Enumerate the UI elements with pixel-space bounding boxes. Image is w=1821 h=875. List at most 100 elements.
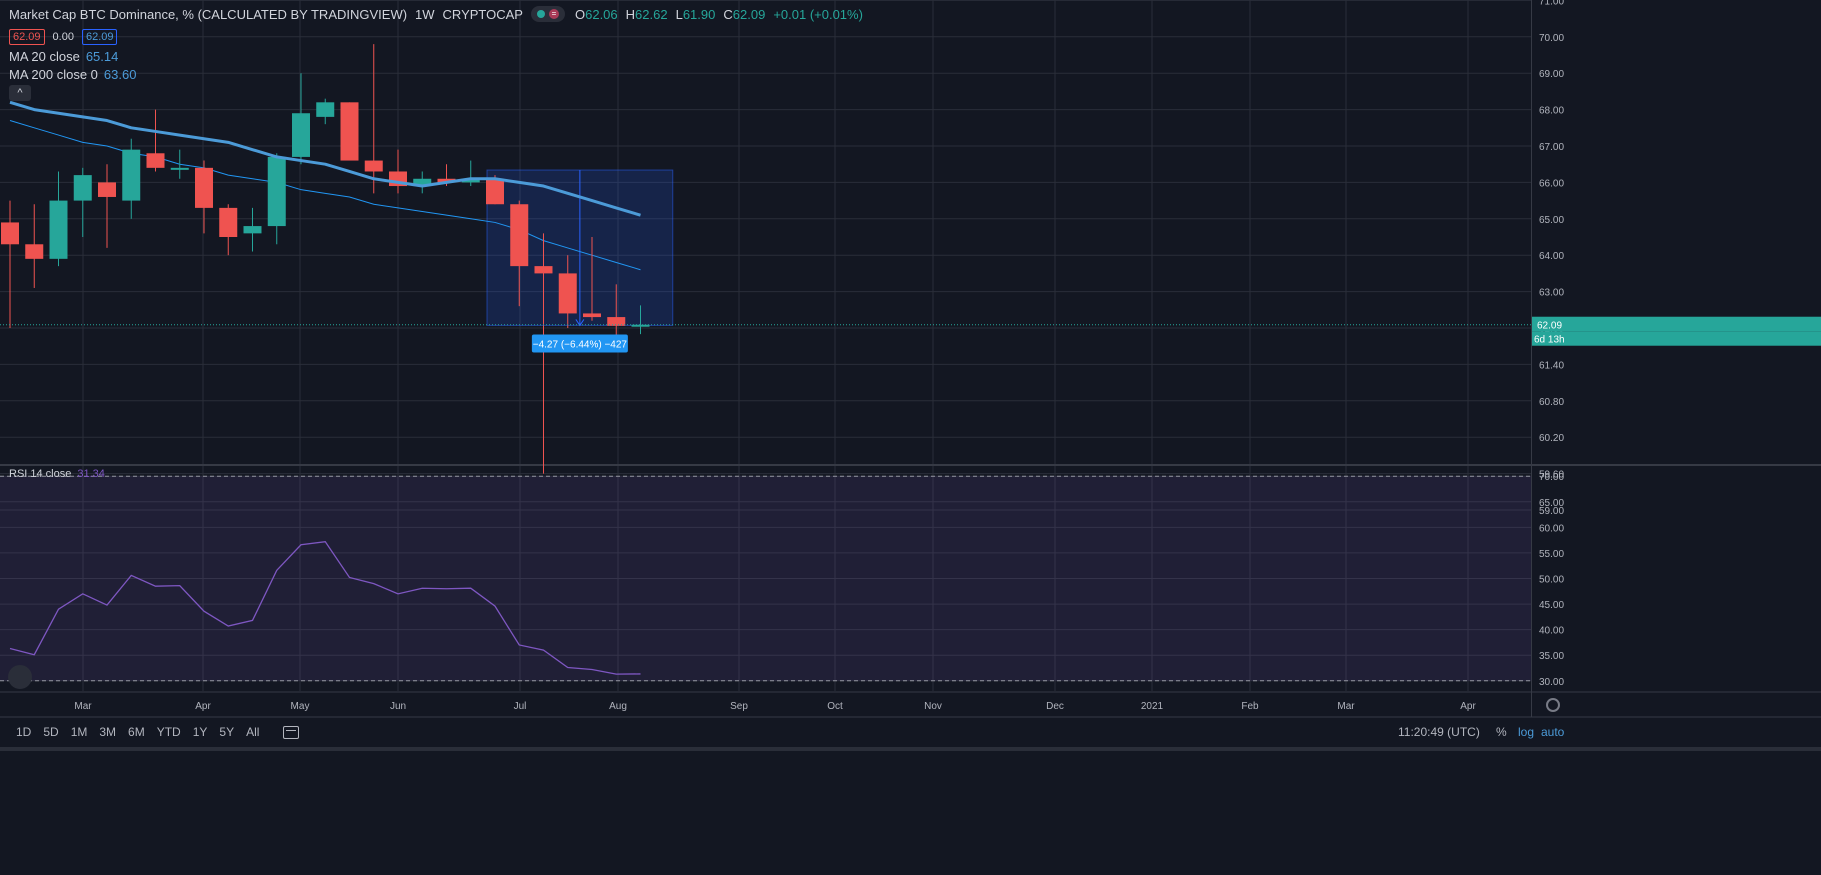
collapse-legend-button[interactable]: ^ [9,85,31,101]
candle-body [170,167,189,170]
price-tick-label: 60.20 [1539,433,1564,444]
candle-body [486,178,504,205]
candle-up [631,305,650,335]
bid-price[interactable]: 62.09 [9,29,45,45]
timeframe-1m[interactable]: 1M [70,725,88,739]
timeframe-all[interactable]: All [246,725,260,739]
candle-up [292,73,310,165]
candle-body [25,244,44,259]
market-status-pill[interactable]: = [530,6,565,22]
price-tick-label: 71.00 [1539,0,1564,7]
time-tick-label: Dec [1046,701,1064,712]
candles [1,44,650,474]
timeframe-1y[interactable]: 1Y [192,725,208,739]
rsi-tick-label: 65.00 [1539,498,1564,509]
log-scale-toggle[interactable]: log [1518,725,1535,739]
timeframe-ytd[interactable]: YTD [156,725,181,739]
tradingview-logo-icon[interactable] [8,665,32,689]
ma200-value: 63.60 [103,67,137,82]
price-tag-value: 62.09 [1537,321,1562,332]
rsi-legend[interactable]: RSI 14 close 31.34 [9,468,105,480]
percent-scale-toggle[interactable]: % [1496,725,1507,739]
candle-body [607,317,626,326]
time-tick-label: Apr [1460,701,1476,712]
interval-label[interactable]: 1W [415,6,435,22]
price-tick-label: 59.00 [1539,506,1564,517]
calendar-icon[interactable] [283,725,300,739]
bottom-strip [0,747,1821,751]
timeframe-3m[interactable]: 3M [99,725,117,739]
time-tick-label: May [291,701,310,712]
time-tick-label: Mar [74,701,92,712]
candle-down [364,44,383,194]
time-tick-label: Jun [390,701,406,712]
timeframe-5d[interactable]: 5D [43,725,59,739]
candle-body [146,153,165,168]
candle-body [437,178,456,183]
ma20-legend[interactable]: MA 20 close 65.14 [9,49,118,64]
time-tick-label: Mar [1337,701,1355,712]
candle-up [461,160,480,187]
candle-down [25,204,44,288]
rsi-tick-label: 35.00 [1539,651,1564,662]
price-tick-label: 60.80 [1539,397,1564,408]
rsi-tick-label: 50.00 [1539,575,1564,586]
time-axis: Mar Apr May Jun Jul Aug Sep Oct Nov Dec 2021 Feb Mar… [74,701,1476,712]
chevron-up-icon: ^ [17,87,23,99]
candle-down [98,164,116,248]
candle-body [364,160,383,172]
time-tick-label: Nov [924,701,942,712]
close-label: C [723,6,733,22]
candle-up [170,149,189,179]
ma20-label: MA 20 close [9,49,80,64]
ma200-line [9,120,641,271]
price-tick-label: 61.40 [1539,360,1564,371]
timeframe-1d[interactable]: 1D [16,725,32,739]
grid-lines [0,0,1531,691]
candle-body [558,273,577,314]
chart-header: Market Cap BTC Dominance, % (CALCULATED … [9,6,863,22]
ma200-label: MA 200 close 0 [9,67,98,82]
ma200-legend[interactable]: MA 200 close 0 63.60 [9,67,136,82]
price-tick-label: 67.00 [1539,142,1564,153]
price-tick-label: 70.00 [1539,33,1564,44]
settings-gear-icon[interactable] [1546,698,1560,712]
timeframe-5y[interactable]: 5Y [219,725,235,739]
time-tick-label: Oct [827,701,843,712]
candle-down [583,237,601,321]
candle-down [510,200,529,307]
price-tag-countdown: 6d 13h [1534,335,1565,346]
symbol-title[interactable]: Market Cap BTC Dominance, % (CALCULATED … [9,6,408,22]
change-value: +0.01 (+0.01%) [773,6,863,22]
timeframe-6m[interactable]: 6M [128,725,145,739]
price-tick-label: 59.60 [1539,470,1564,481]
candle-body [461,178,480,183]
price-tick-label: 63.00 [1539,288,1564,299]
candle-body [267,156,286,227]
rsi-band [0,476,1531,681]
candle-body [631,324,650,327]
low-label: L [675,6,683,22]
measure-label-text: −4.27 (−6.44%) −427 [533,339,628,350]
time-tick-label: Apr [195,701,211,712]
exchange-label: CRYPTOCAP [442,6,523,22]
measure-label: −4.27 (−6.44%) −427 [531,334,628,353]
utc-clock[interactable]: 11:20:49 (UTC) [1398,725,1480,739]
candle-up [413,171,432,194]
open-label: O [574,6,586,22]
candle-up [243,207,262,252]
price-tick-label: 65.00 [1539,215,1564,226]
auto-scale-toggle[interactable]: auto [1541,725,1565,739]
rsi-tick-label: 60.00 [1539,523,1564,534]
price-axis: 71.00 70.00 69.00 68.00 67.00 66.00 65.00 64.00… [1539,0,1564,688]
spread-value: 0.00 [52,31,74,43]
ask-price[interactable]: 62.09 [81,29,118,45]
rsi-tick-label: 30.00 [1539,677,1564,688]
candle-down [340,102,359,161]
candle-body [1,222,19,245]
equals-icon: = [548,9,559,19]
candle-up [316,98,335,125]
candle-body [534,266,553,274]
measure-arrow-head [575,319,585,327]
